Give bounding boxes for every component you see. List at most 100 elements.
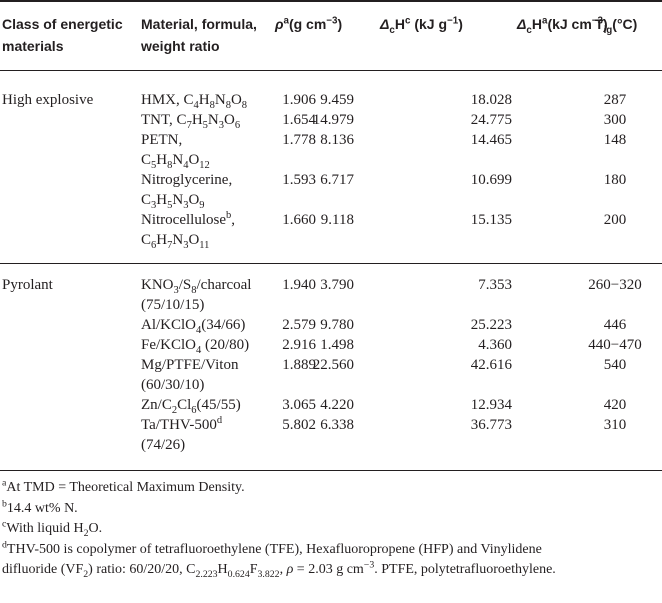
material-cell: Nitroglycerine,	[141, 170, 232, 190]
text-run: 3.065	[282, 397, 316, 413]
text-run: O	[224, 112, 235, 128]
text-run: 8.136	[320, 132, 354, 148]
text-run: )	[337, 16, 343, 32]
text-run: 1.906	[282, 92, 316, 108]
class-cell: High explosive	[2, 90, 93, 110]
heat-volumetric-cell: 14.465	[471, 130, 512, 150]
density-cell: 2.579	[282, 315, 316, 335]
text-run: )	[602, 16, 608, 32]
header-cell: ρa(g cm−3)	[275, 14, 342, 34]
text-run: O.	[88, 521, 103, 536]
material-cell: Mg/PTFE/Viton	[141, 355, 238, 375]
text-run: 287	[603, 92, 627, 108]
text-run: (34/66)	[201, 317, 246, 333]
text-run: 25.223	[470, 317, 512, 333]
ignition-temp-cell: 446	[604, 315, 627, 335]
text-run: 7.353	[478, 277, 512, 293]
text-run: 180	[603, 172, 627, 188]
heat-gravimetric-cell: 3.790	[320, 275, 354, 295]
heat-volumetric-cell: 18.028	[471, 90, 512, 110]
header-cell: weight ratio	[141, 36, 220, 56]
heat-gravimetric-cell: 9.118	[321, 210, 354, 230]
text-run: N	[172, 152, 184, 168]
material-cell: (60/30/10)	[141, 375, 204, 395]
header-rule	[0, 70, 662, 71]
subscript: 8	[225, 100, 231, 111]
italic-symbol: Δ	[380, 16, 390, 32]
text-run: O	[188, 192, 200, 208]
superscript: b	[2, 497, 7, 509]
text-run: 300	[603, 112, 627, 128]
text-run: 10.699	[470, 172, 512, 188]
material-cell: Zn/C2Cl6(45/55)	[141, 395, 241, 416]
text-run: 540	[603, 357, 627, 373]
text-run: Material, formula,	[141, 16, 257, 32]
text-run: N	[207, 112, 219, 128]
heat-gravimetric-cell: 22.560	[313, 355, 354, 375]
text-run: 420	[603, 397, 627, 413]
text-run: 42.616	[470, 357, 512, 373]
superscript: a	[2, 477, 7, 489]
text-run: 9.459	[320, 92, 354, 108]
heat-gravimetric-cell: 8.136	[320, 130, 354, 150]
text-run: H	[156, 232, 168, 248]
subscript: 2	[83, 568, 89, 580]
class-cell: Pyrolant	[2, 275, 53, 295]
text-run: T	[595, 16, 604, 32]
text-run: 3.790	[320, 277, 354, 293]
text-run: KNO	[141, 277, 174, 293]
subscript: 5	[202, 120, 208, 131]
subscript: 6	[151, 240, 157, 251]
superscript: d	[2, 538, 7, 550]
text-run: difluoride (VF	[2, 562, 84, 577]
subscript: 8	[191, 285, 197, 296]
header-cell: materials	[2, 36, 63, 56]
superscript: c	[404, 15, 411, 27]
text-run: 15.135	[470, 212, 512, 228]
text-run: (20/80)	[201, 337, 250, 353]
ignition-temp-cell: 420	[604, 395, 627, 415]
text-run: 14.4 wt% N.	[6, 500, 78, 516]
subscript: 4	[183, 160, 189, 171]
heat-gravimetric-cell: 9.780	[320, 315, 354, 335]
text-run: 310	[603, 417, 627, 433]
text-run: TNT, C	[141, 112, 187, 128]
ignition-temp-cell: 180	[604, 170, 627, 190]
subscript: 4	[196, 325, 202, 336]
text-run: Cl	[177, 397, 192, 413]
ignition-temp-cell: 260−320	[588, 275, 641, 295]
text-run: 1.654	[282, 112, 316, 128]
subscript: 12	[199, 160, 210, 171]
text-run: High explosive	[2, 92, 94, 108]
text-run: C	[141, 152, 152, 168]
heat-volumetric-cell: 12.934	[471, 395, 512, 415]
top-rule	[0, 0, 662, 2]
density-cell: 2.916	[282, 335, 316, 355]
text-run: 6.717	[320, 172, 354, 188]
text-run: H	[191, 112, 203, 128]
superscript: −3	[591, 15, 603, 27]
text-run: (45/55)	[196, 397, 241, 413]
ignition-temp-cell: 440−470	[588, 335, 641, 355]
heat-gravimetric-cell: 6.717	[320, 170, 354, 190]
density-cell: 1.660	[282, 210, 316, 230]
group-rule	[0, 470, 662, 471]
text-run: H	[531, 16, 542, 32]
subscript: 4	[193, 100, 199, 111]
subscript: 8	[167, 160, 173, 171]
text-run: H	[217, 562, 228, 577]
subscript: 11	[199, 240, 210, 251]
text-run: N	[172, 192, 184, 208]
text-run: H	[198, 92, 210, 108]
text-run: 1.778	[282, 132, 316, 148]
heat-volumetric-cell: 7.353	[478, 275, 512, 295]
text-run: 9.780	[320, 317, 354, 333]
text-run: 6.338	[320, 417, 354, 433]
header-cell: ΔcHc (kJ g−1)	[380, 14, 463, 35]
density-cell: 1.906	[282, 90, 316, 110]
density-cell: 1.654	[282, 110, 316, 130]
text-run: 1.940	[282, 277, 316, 293]
superscript: b	[225, 210, 232, 221]
text-run: THV-500 is copolymer of tetrafluoroethyl…	[6, 541, 542, 557]
ignition-temp-cell: 310	[604, 415, 627, 435]
